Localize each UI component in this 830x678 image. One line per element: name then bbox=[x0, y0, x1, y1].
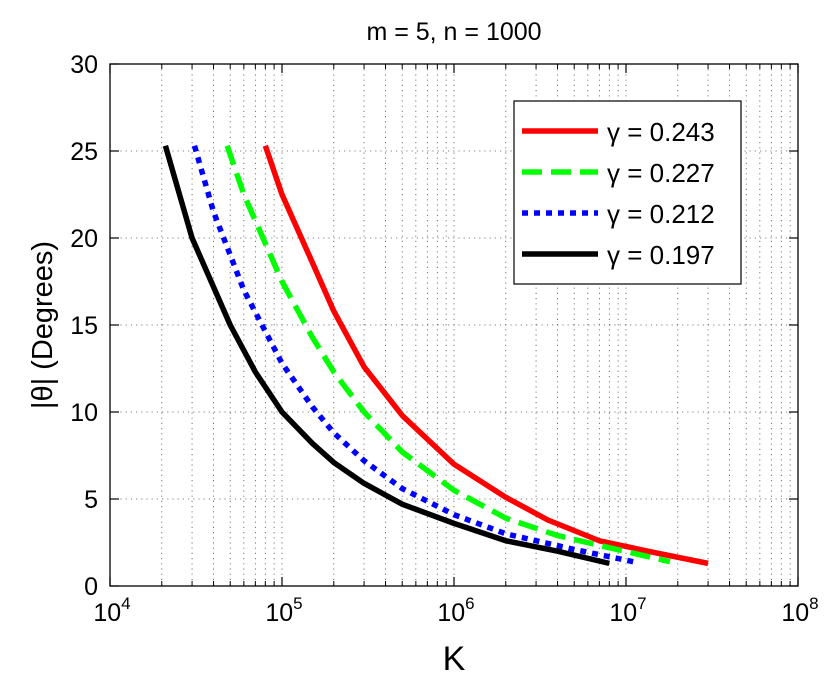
legend-label-1: γ = 0.243 bbox=[607, 117, 715, 147]
series-line-2 bbox=[224, 144, 671, 565]
y-tick-label: 20 bbox=[70, 225, 98, 253]
y-tick-label: 5 bbox=[84, 486, 98, 514]
y-axis-label: |θ| (Degrees) bbox=[27, 241, 59, 409]
x-axis-label: K bbox=[443, 640, 466, 678]
series-line-4 bbox=[162, 145, 610, 567]
y-tick-label: 10 bbox=[70, 399, 98, 427]
y-tick-label: 15 bbox=[70, 312, 98, 340]
y-tick-label: 25 bbox=[70, 138, 98, 166]
grid bbox=[109, 64, 798, 586]
legend-label-4: γ = 0.197 bbox=[607, 240, 715, 270]
series-line-1 bbox=[262, 144, 709, 567]
legend: γ = 0.243 γ = 0.227 γ = 0.212 γ = 0.197 bbox=[513, 100, 742, 285]
chart-title: m = 5, n = 1000 bbox=[366, 18, 541, 46]
series-lines bbox=[162, 144, 709, 567]
y-tick-label: 0 bbox=[84, 573, 98, 601]
legend-label-3: γ = 0.212 bbox=[607, 199, 715, 229]
y-tick-label: 30 bbox=[70, 51, 98, 79]
legend-label-2: γ = 0.227 bbox=[607, 158, 715, 188]
